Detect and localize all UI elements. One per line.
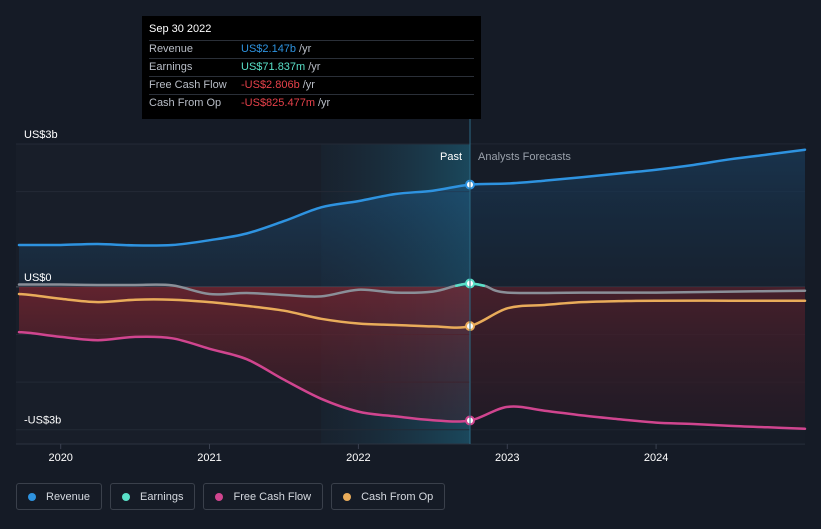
legend-item-revenue[interactable]: Revenue bbox=[16, 483, 103, 510]
free-cash-flow-line bbox=[17, 330, 807, 431]
legend-label: Earnings bbox=[140, 490, 184, 503]
tooltip-value: -US$2.806b bbox=[241, 79, 300, 91]
cash-from-op-line bbox=[17, 292, 807, 329]
forecast-label: Analysts Forecasts bbox=[478, 151, 571, 163]
tooltip-value: -US$825.477m bbox=[241, 97, 315, 109]
x-tick-label: 2023 bbox=[495, 452, 519, 464]
tooltip-label: Cash From Op bbox=[149, 97, 222, 109]
tooltip-value: US$71.837m bbox=[241, 61, 306, 73]
tooltip-row-cash-from-op: Cash From Op -US$825.477m /yr bbox=[149, 94, 474, 112]
tooltip-value: US$2.147b bbox=[241, 43, 297, 55]
x-tick-label: 2020 bbox=[48, 452, 72, 464]
legend: Revenue Earnings Free Cash Flow Cash Fro… bbox=[16, 483, 446, 510]
axis-labels: US$3b US$0 -US$3b 2020 2021 2022 2023 2024 bbox=[24, 129, 668, 464]
tooltip-unit: /yr bbox=[318, 97, 331, 109]
legend-item-free-cash-flow[interactable]: Free Cash Flow bbox=[203, 483, 324, 510]
tooltip: Sep 30 2022 Revenue US$2.147b /yr Earnin… bbox=[142, 16, 481, 119]
tooltip-unit: /yr bbox=[302, 79, 315, 91]
legend-item-cash-from-op[interactable]: Cash From Op bbox=[331, 483, 446, 510]
tooltip-unit: /yr bbox=[299, 43, 312, 55]
legend-dot-icon bbox=[215, 492, 224, 501]
tooltip-label: Free Cash Flow bbox=[149, 79, 227, 91]
past-label: Past bbox=[440, 151, 462, 163]
revenue-area bbox=[19, 149, 805, 287]
legend-label: Cash From Op bbox=[361, 490, 434, 503]
legend-item-earnings[interactable]: Earnings bbox=[110, 483, 196, 510]
legend-label: Revenue bbox=[46, 490, 91, 503]
tooltip-unit: /yr bbox=[308, 61, 321, 73]
series-areas bbox=[19, 149, 805, 429]
legend-dot-icon bbox=[343, 492, 352, 501]
revenue-line bbox=[17, 148, 807, 247]
tooltip-label: Revenue bbox=[149, 43, 194, 55]
tooltip-row-earnings: Earnings US$71.837m /yr bbox=[149, 58, 474, 76]
legend-label: Free Cash Flow bbox=[233, 490, 312, 503]
free-cash-flow-area bbox=[19, 286, 805, 429]
legend-dot-icon bbox=[122, 492, 131, 501]
y-tick-label: US$0 bbox=[24, 272, 52, 284]
earnings-line bbox=[17, 282, 807, 298]
y-tick-label: US$3b bbox=[24, 129, 58, 141]
y-tick-label: -US$3b bbox=[24, 415, 61, 427]
x-tick-label: 2021 bbox=[197, 452, 221, 464]
x-tick-label: 2022 bbox=[346, 452, 370, 464]
tooltip-label: Earnings bbox=[149, 61, 193, 73]
tooltip-row-revenue: Revenue US$2.147b /yr bbox=[149, 40, 474, 58]
series-lines bbox=[17, 148, 807, 431]
tooltip-date: Sep 30 2022 bbox=[149, 23, 212, 35]
x-tick-label: 2024 bbox=[644, 452, 668, 464]
legend-dot-icon bbox=[28, 492, 36, 501]
tooltip-row-free-cash-flow: Free Cash Flow -US$2.806b /yr bbox=[149, 76, 474, 94]
